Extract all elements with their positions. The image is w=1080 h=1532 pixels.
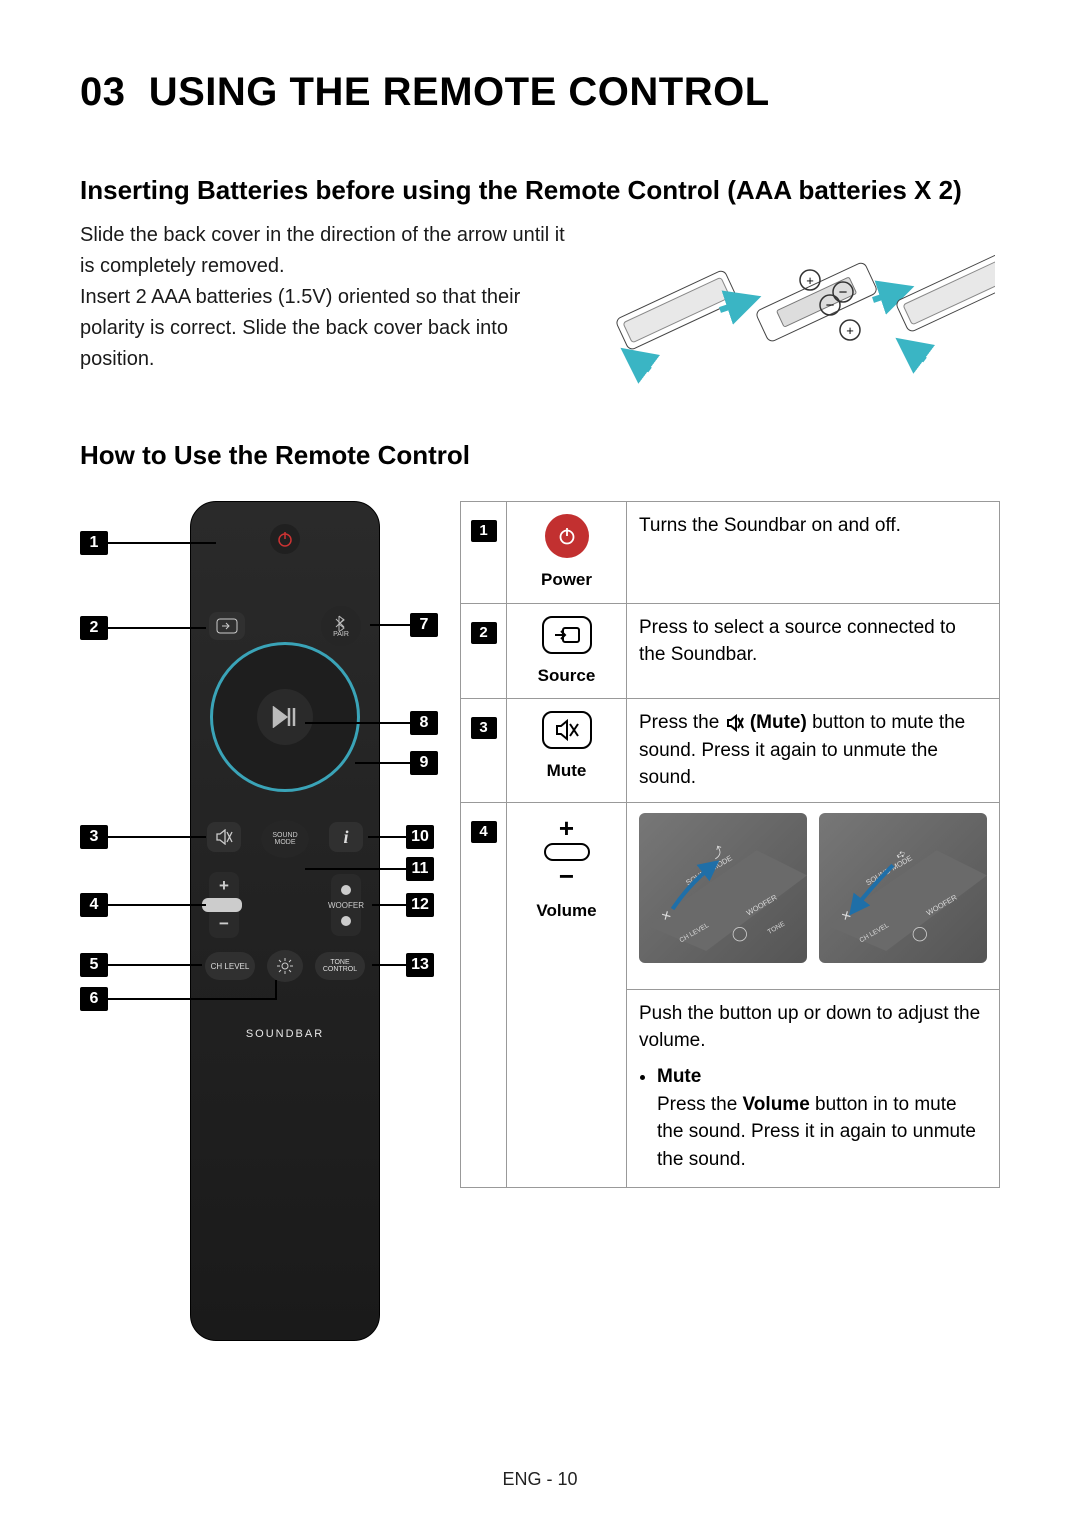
volume-illustration-2: SOUND MODE WOOFER CH LEVEL ✕ ➪: [819, 813, 987, 963]
plus-icon: +: [219, 876, 229, 896]
mute-icon: [542, 711, 592, 749]
power-label: Power: [541, 568, 592, 593]
table-row: 2 Source Press to select a source connec…: [461, 603, 1000, 699]
minus-icon: −: [219, 914, 229, 934]
pair-icon: PAIR: [321, 606, 361, 646]
tone-control-icon: TONE CONTROL: [315, 952, 365, 980]
volume-illustration-1: SOUND MODE WOOFER TONE CH LEVEL ✕ ⤴: [639, 813, 807, 963]
function-table: 1 Power Turns the Soundbar on and off. 2: [460, 501, 1000, 1188]
function-table-area: 1 Power Turns the Soundbar on and off. 2: [460, 501, 1000, 1381]
svg-text:+: +: [806, 273, 814, 288]
callout-2: 2: [80, 616, 108, 640]
table-row: 3 Mute Press the (Mute) button to mute t…: [461, 699, 1000, 803]
table-row: 4 + − Volume: [461, 802, 1000, 989]
inserting-text: Slide the back cover in the direction of…: [80, 220, 570, 400]
battery-illustration: + − + −: [600, 220, 1000, 400]
func-desc: Press to select a source connected to th…: [627, 603, 1000, 699]
settings-icon: [267, 950, 303, 982]
howto-row: PAIR SOUND MODE i + −: [80, 501, 1000, 1381]
func-desc: Press the (Mute) button to mute the soun…: [627, 699, 1000, 803]
volume-label: Volume: [536, 899, 596, 924]
callout-4: 4: [80, 893, 108, 917]
callout-12: 12: [406, 893, 434, 917]
callout-3: 3: [80, 825, 108, 849]
callout-10: 10: [406, 825, 434, 849]
volume-rocker-icon: + −: [209, 872, 239, 938]
woofer-rocker: WOOFER: [331, 874, 361, 936]
pair-label: PAIR: [333, 631, 349, 638]
svg-text:−: −: [839, 284, 848, 301]
callout-11: 11: [406, 857, 434, 881]
volume-icon: + −: [544, 815, 590, 889]
section-number: 03: [80, 70, 126, 114]
chlevel-icon: CH LEVEL: [205, 952, 255, 980]
callout-1: 1: [80, 531, 108, 555]
callout-5: 5: [80, 953, 108, 977]
play-pause-icon: [257, 689, 313, 745]
info-icon: i: [329, 822, 363, 852]
svg-text:+: +: [846, 323, 854, 338]
inserting-text-1: Slide the back cover in the direction of…: [80, 224, 565, 277]
callout-6: 6: [80, 987, 108, 1011]
section-title-text: USING THE REMOTE CONTROL: [149, 70, 770, 114]
source-icon: [542, 616, 592, 654]
inserting-row: Slide the back cover in the direction of…: [80, 220, 1000, 400]
volume-desc-line1: Push the button up or down to adjust the…: [639, 1003, 980, 1052]
power-icon: [270, 524, 300, 554]
volume-illustrations-cell: SOUND MODE WOOFER TONE CH LEVEL ✕ ⤴: [627, 802, 1000, 989]
func-num-cell: 1: [461, 502, 507, 604]
inserting-title: Inserting Batteries before using the Rem…: [80, 175, 1000, 206]
func-desc: Turns the Soundbar on and off.: [627, 502, 1000, 604]
callout-8: 8: [410, 711, 438, 735]
func-icon-cell: Power: [507, 502, 627, 604]
nav-ring: [210, 642, 360, 792]
mute-label: Mute: [547, 759, 587, 784]
inserting-text-2: Insert 2 AAA batteries (1.5V) oriented s…: [80, 286, 520, 370]
howto-title: How to Use the Remote Control: [80, 440, 1000, 471]
volume-mute-bullet: Mute Press the Volume button in to mute …: [657, 1063, 987, 1173]
remote-diagram: PAIR SOUND MODE i + −: [80, 501, 440, 1381]
source-icon: [209, 612, 245, 640]
table-row: 1 Power Turns the Soundbar on and off.: [461, 502, 1000, 604]
callout-9: 9: [410, 751, 438, 775]
callout-13: 13: [406, 953, 434, 977]
woofer-label: WOOFER: [328, 901, 364, 910]
source-label: Source: [538, 664, 596, 689]
mute-small-icon: [207, 822, 241, 852]
page-footer: ENG - 10: [502, 1469, 577, 1490]
sound-mode-icon: SOUND MODE: [261, 820, 309, 858]
svg-text:−: −: [826, 297, 835, 314]
power-icon: [545, 514, 589, 558]
remote-body: PAIR SOUND MODE i + −: [190, 501, 380, 1341]
soundbar-brand-label: SOUNDBAR: [246, 1028, 324, 1040]
volume-desc-cell: Push the button up or down to adjust the…: [627, 989, 1000, 1187]
svg-text:TONE: TONE: [767, 920, 787, 936]
sound-mode-label: SOUND MODE: [261, 832, 309, 846]
callout-7: 7: [410, 613, 438, 637]
section-title: 03 USING THE REMOTE CONTROL: [80, 70, 1000, 115]
